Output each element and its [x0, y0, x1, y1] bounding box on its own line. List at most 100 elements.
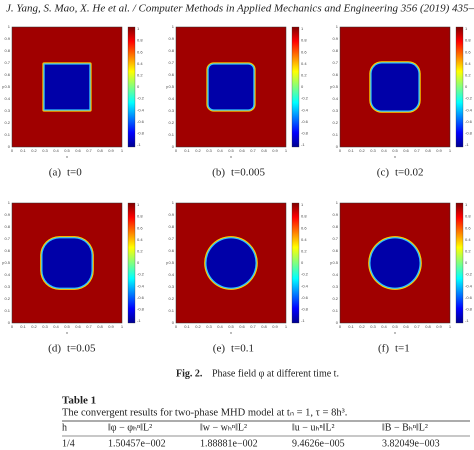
phase-field-panel: 0 0.1 0.2 0.3 0.4 0.5 0.6 0.7 0.8 0.9 1 0 0.1 0.2 0.3 0…: [166, 200, 309, 354]
panel-label: (b): [212, 167, 225, 179]
colorbar-tick-label: -0.8: [301, 306, 309, 311]
y-tick-label: 0.8: [168, 224, 174, 229]
colorbar-tick-label: 0.4: [301, 237, 307, 242]
phase-region: [208, 64, 254, 110]
y-axis-label: y: [330, 260, 332, 265]
colorbar-tick-label: 0: [301, 84, 304, 89]
colorbar-tick-label: 0.6: [301, 225, 307, 230]
y-tick-label: 1: [172, 24, 175, 29]
x-tick-label: 0.3: [42, 324, 48, 329]
x-tick-label: 0.9: [272, 324, 278, 329]
x-tick-label: 0.9: [436, 148, 442, 153]
x-axis-label: x: [394, 330, 396, 335]
y-tick-label: 0.9: [4, 36, 10, 41]
phase-field-panel: 0 0.1 0.2 0.3 0.4 0.5 0.6 0.7 0.8 0.9 1 0 0.1 0.2 0.3 0…: [2, 24, 145, 178]
x-tick-label: 0.5: [228, 324, 234, 329]
y-tick-label: 0.2: [4, 296, 10, 301]
colorbar-tick-label: 0: [137, 84, 140, 89]
y-tick-label: 0.9: [168, 36, 174, 41]
x-tick-label: 0.1: [20, 148, 26, 153]
table-header-cell: h: [62, 422, 67, 433]
table-cell: 1.88881e−002: [200, 438, 258, 449]
y-tick-label: 0.8: [4, 224, 10, 229]
x-tick-label: 0.6: [239, 324, 245, 329]
y-axis-label: y: [330, 84, 332, 89]
colorbar-tick-label: -0.8: [301, 130, 309, 135]
y-tick-label: 0.9: [168, 212, 174, 217]
y-tick-label: 0.4: [332, 96, 338, 101]
y-tick-label: 0.6: [168, 248, 174, 253]
y-tick-label: 0.5: [168, 260, 174, 265]
y-tick-label: 1: [172, 200, 175, 205]
phase-region: [42, 238, 92, 288]
x-tick-label: 0.3: [206, 324, 212, 329]
x-tick-label: 0.3: [370, 324, 376, 329]
y-tick-label: 0.8: [332, 224, 338, 229]
y-tick-label: 0.1: [168, 308, 174, 313]
y-tick-label: 0.2: [4, 120, 10, 125]
y-tick-label: 0: [172, 144, 175, 149]
table-header-cell: ‖w − wₕⁿ‖L²: [200, 422, 247, 433]
colorbar-tick-label: -0.8: [137, 130, 145, 135]
x-tick-label: 0: [11, 324, 14, 329]
x-axis-label: x: [66, 330, 68, 335]
y-tick-label: 1: [8, 200, 11, 205]
x-tick-label: 0.6: [75, 324, 81, 329]
y-tick-label: 0: [336, 144, 339, 149]
colorbar-tick-label: 0: [465, 84, 468, 89]
y-tick-label: 0.5: [4, 260, 10, 265]
x-tick-label: 0.5: [64, 148, 70, 153]
colorbar-tick-label: 0.4: [465, 237, 471, 242]
x-tick-label: 0.3: [42, 148, 48, 153]
y-tick-label: 0.2: [168, 120, 174, 125]
x-axis-label: x: [394, 154, 396, 159]
y-tick-label: 1: [336, 200, 339, 205]
colorbar-tick-label: -0.2: [137, 96, 145, 101]
colorbar-tick-label: 1: [301, 26, 304, 31]
x-tick-label: 0.7: [414, 324, 420, 329]
x-tick-label: 0.7: [250, 148, 256, 153]
colorbar-tick-label: 0.8: [465, 214, 471, 219]
x-tick-label: 0.1: [184, 324, 190, 329]
x-tick-label: 0.8: [425, 324, 431, 329]
colorbar-tick-label: 0.8: [137, 214, 143, 219]
colorbar-tick-label: -0.4: [137, 107, 145, 112]
colorbar-tick-label: 0: [301, 260, 304, 265]
colorbar-tick-label: 1: [137, 202, 140, 207]
y-tick-label: 0.6: [168, 72, 174, 77]
colorbar-tick-label: -1: [465, 318, 469, 323]
x-tick-label: 1: [449, 324, 452, 329]
figure-label: Fig. 2.: [176, 368, 203, 379]
panel-label: (a): [49, 167, 62, 179]
y-tick-label: 0.1: [4, 308, 10, 313]
table-caption: The convergent results for two-phase MHD…: [62, 407, 347, 418]
x-tick-label: 0.9: [272, 148, 278, 153]
panel-caption: t=0.005: [231, 167, 266, 179]
colorbar-tick-label: 0.6: [137, 49, 143, 54]
x-tick-label: 0.1: [184, 148, 190, 153]
x-tick-label: 0.2: [359, 324, 365, 329]
colorbar-tick-label: 0.2: [465, 72, 471, 77]
y-tick-label: 0: [8, 320, 11, 325]
colorbar-tick-label: 0.8: [301, 38, 307, 43]
phase-field-panel: 0 0.1 0.2 0.3 0.4 0.5 0.6 0.7 0.8 0.9 1 0 0.1 0.2 0.3 0…: [330, 200, 473, 354]
x-tick-label: 1: [121, 324, 124, 329]
colorbar-tick-label: 0.6: [465, 225, 471, 230]
colorbar-tick-label: -0.6: [301, 119, 309, 124]
colorbar-tick-label: 0.6: [465, 49, 471, 54]
table-cell: 1/4: [62, 438, 75, 449]
running-header: J. Yang, S. Mao, X. He et al. / Computer…: [6, 3, 474, 15]
colorbar-tick-label: -0.2: [465, 272, 473, 277]
x-axis-label: x: [66, 154, 68, 159]
x-tick-label: 0.4: [53, 148, 59, 153]
x-tick-label: 0.2: [31, 324, 37, 329]
y-tick-label: 0.3: [168, 284, 174, 289]
y-tick-label: 0.1: [168, 132, 174, 137]
y-tick-label: 0.3: [332, 108, 338, 113]
colorbar-tick-label: 0.4: [301, 61, 307, 66]
figure-caption: Phase field φ at different time t.: [212, 368, 339, 379]
table-cell: 3.82049e−003: [382, 438, 440, 449]
x-tick-label: 0.9: [108, 324, 114, 329]
colorbar-tick-label: 0.4: [465, 61, 471, 66]
